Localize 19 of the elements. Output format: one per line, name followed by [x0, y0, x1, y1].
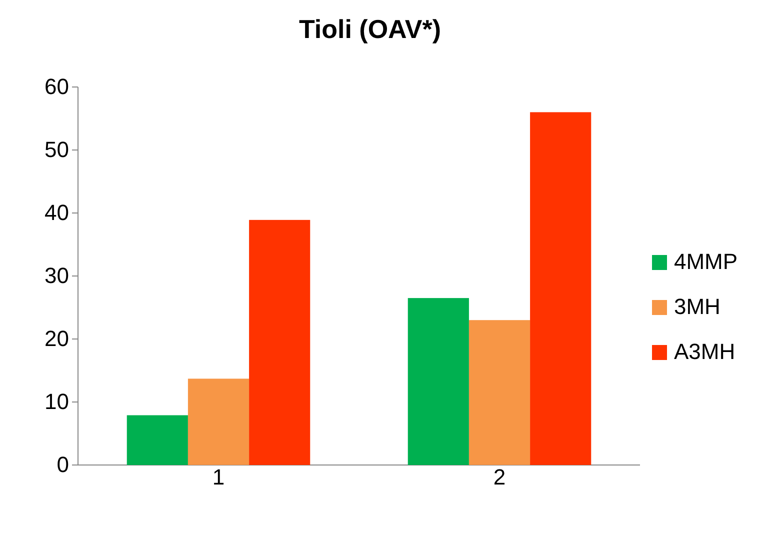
y-tick-label: 50	[44, 137, 69, 162]
legend-label: 4MMP	[674, 249, 738, 274]
x-tick-label: 1	[212, 464, 225, 490]
bar	[188, 378, 250, 465]
y-tick-label: 40	[44, 200, 69, 226]
bar	[126, 415, 188, 465]
bar	[249, 220, 310, 465]
chart-title: Tioli (OAV*)	[298, 14, 442, 44]
bar	[530, 112, 592, 465]
y-tick-label: 60	[44, 74, 69, 100]
legend-label: 3MH	[674, 294, 720, 319]
y-tick-label: 20	[44, 326, 69, 352]
bar	[468, 320, 530, 465]
y-tick-label: 10	[44, 389, 69, 414]
y-tick-label: 0	[56, 452, 69, 478]
y-tick-label: 30	[44, 263, 69, 288]
x-tick-label: 2	[493, 464, 506, 490]
bar	[408, 298, 469, 465]
legend-label: A3MH	[674, 339, 736, 364]
